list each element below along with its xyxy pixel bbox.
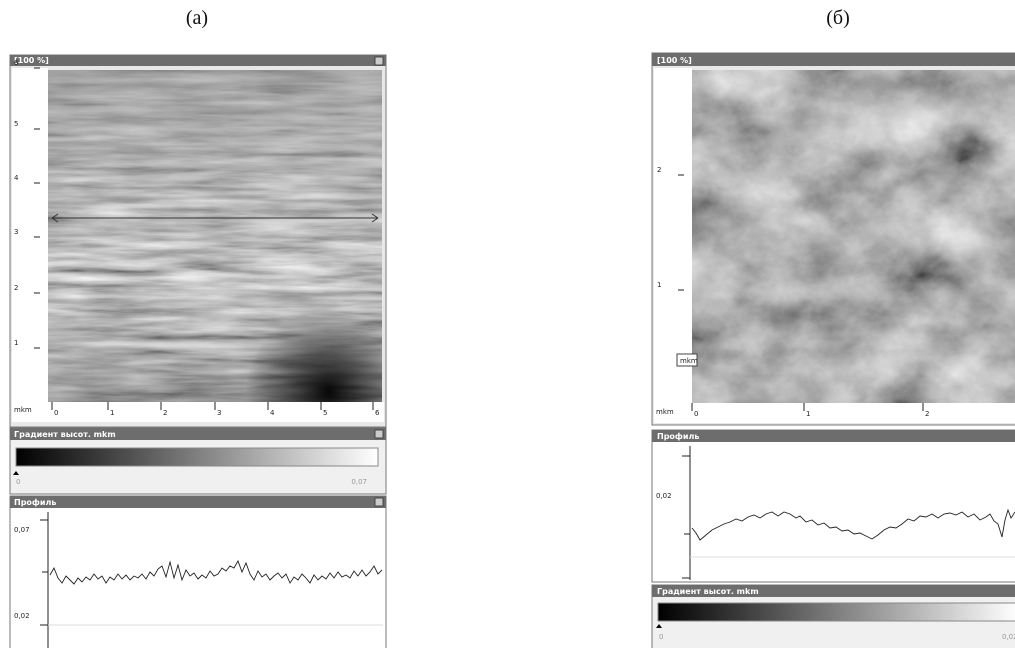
y-tick-label: 2 xyxy=(657,166,661,174)
x-tick-label: 6 xyxy=(375,409,380,417)
y-ticks: 12 xyxy=(657,166,684,291)
x-ticks: 0 1 2 3 4 5 6 xyxy=(51,402,380,417)
close-button[interactable] xyxy=(374,429,384,439)
y-ruler xyxy=(654,68,692,403)
x-ruler xyxy=(12,402,384,422)
y-tick-label: 4 xyxy=(14,174,19,182)
y-tick-label: 1 xyxy=(14,339,18,347)
gradient-max: 0,02 xyxy=(1002,633,1015,641)
x-tick-label: 0 xyxy=(694,410,698,418)
x-ruler xyxy=(654,403,1015,423)
gradient-bar xyxy=(15,447,379,467)
close-button[interactable] xyxy=(374,56,384,66)
profile-curve xyxy=(49,559,383,585)
panel-label: (а) xyxy=(186,7,208,29)
scale-box xyxy=(676,353,698,367)
unit-label: mkm xyxy=(656,408,674,416)
window-title: Градиент высот. mkm xyxy=(657,587,759,596)
window xyxy=(651,429,1015,583)
x-ticks: 0 1 2 xyxy=(691,403,929,418)
arrow xyxy=(51,213,379,223)
profile-tick: 0,02 xyxy=(14,612,30,620)
window-title: [100 %] xyxy=(657,56,692,65)
window-title: Градиент высот. mkm xyxy=(14,430,116,439)
slider[interactable] xyxy=(13,471,19,475)
x-tick-label: 2 xyxy=(163,409,167,417)
window-title: Профиль xyxy=(14,498,56,507)
y-tick-label: 6 xyxy=(14,59,19,67)
x-tick-label: 2 xyxy=(925,410,929,418)
title-bar xyxy=(10,496,386,508)
x-tick-label: 1 xyxy=(110,409,114,417)
gradient-min: 0 xyxy=(659,633,663,641)
profile-curve xyxy=(691,508,1015,541)
y-ticks: 1 2 3 4 5 6 xyxy=(14,59,40,349)
x-tick-label: 3 xyxy=(217,409,221,417)
y-tick-label: 2 xyxy=(14,284,18,292)
title-bar xyxy=(10,428,386,440)
x-tick-label: 0 xyxy=(54,409,58,417)
gradient-min: 0 xyxy=(16,478,20,486)
y-ruler xyxy=(12,68,48,402)
close-button[interactable] xyxy=(374,497,384,507)
x-tick-label: 1 xyxy=(806,410,810,418)
scale-box-label: mkm xyxy=(680,357,698,365)
slider[interactable] xyxy=(656,624,662,628)
y-tick-label: 3 xyxy=(14,228,18,236)
window xyxy=(9,495,387,652)
title-bar xyxy=(10,55,386,66)
shading xyxy=(48,70,382,402)
x-tick-label: 5 xyxy=(323,409,327,417)
profile-tick: 0,07 xyxy=(14,526,30,534)
title-bar xyxy=(652,53,1015,66)
panel-a: [100 %] mkm 1 2 3 4 5 6 0 1 2 3 4 5 6 Градиент высо… xyxy=(9,54,387,652)
title-bar xyxy=(652,430,1015,442)
unit-label: mkm xyxy=(14,406,32,414)
panel-label: (б) xyxy=(826,7,850,29)
y-tick-label: 5 xyxy=(14,120,18,128)
window-title: [100 %] xyxy=(14,56,49,65)
afm-image xyxy=(692,70,1015,403)
x-tick-label: 4 xyxy=(270,409,275,417)
title-bar xyxy=(652,585,1015,597)
window-title: Профиль xyxy=(657,432,699,441)
gradient-max: 0,07 xyxy=(351,478,367,486)
y-tick-label: 1 xyxy=(657,281,661,289)
profile-tick: 0,02 xyxy=(656,492,672,500)
gradient-bar xyxy=(657,602,1015,622)
